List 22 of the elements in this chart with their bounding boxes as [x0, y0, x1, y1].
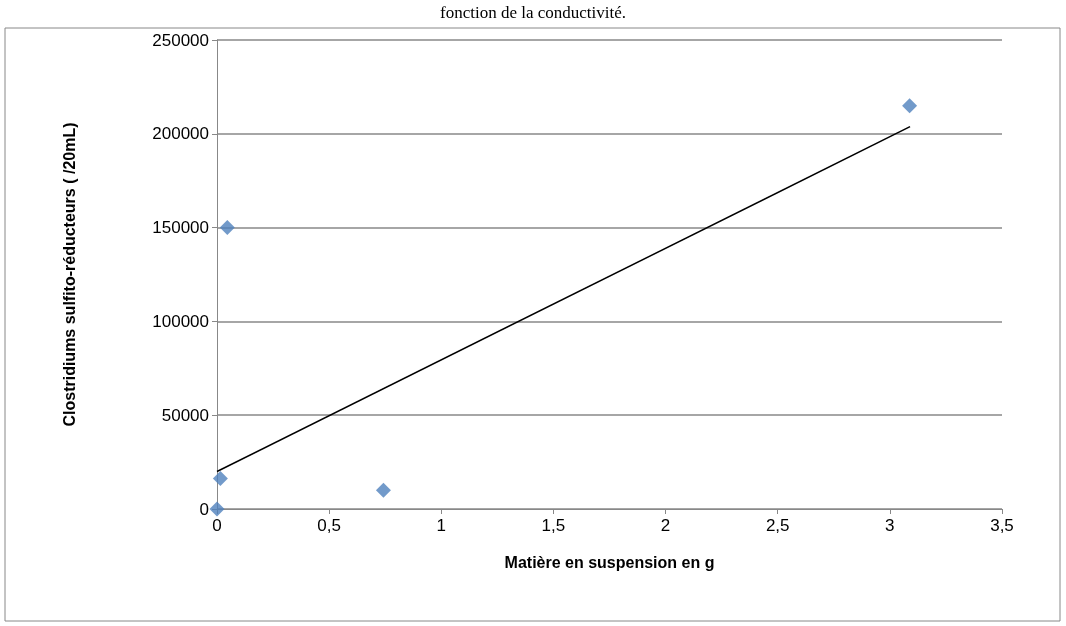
y-tick-label: 150000: [152, 218, 209, 238]
x-tick-label: 3,5: [990, 516, 1014, 535]
x-tick-label: 0: [212, 516, 222, 535]
text: fonction de la conductivité.: [440, 3, 626, 22]
x-tick-label: 1: [436, 516, 447, 535]
point: [375, 482, 391, 498]
point: [902, 98, 918, 114]
x-tick-label: 3: [885, 516, 895, 535]
y-tick-label: 100000: [152, 311, 209, 331]
x-tick-label: 2,5: [765, 516, 790, 535]
y-tick-label: 50000: [161, 405, 209, 425]
point: [209, 501, 225, 517]
point: [219, 220, 235, 236]
y-tick-label: 200000: [152, 124, 209, 144]
y-tick-label: 250000: [152, 30, 209, 50]
point: [212, 471, 228, 487]
y-axis-title: Clostridiums sulfito-réducteurs ( /20mL): [60, 122, 78, 427]
x-tick-label: 0,5: [317, 516, 341, 535]
x-tick-label: 2: [660, 516, 671, 535]
y-tick-label: 0: [199, 499, 209, 519]
x-axis-title: Matière en suspension en g: [504, 553, 715, 571]
x-tick-label: 1,5: [541, 516, 566, 535]
